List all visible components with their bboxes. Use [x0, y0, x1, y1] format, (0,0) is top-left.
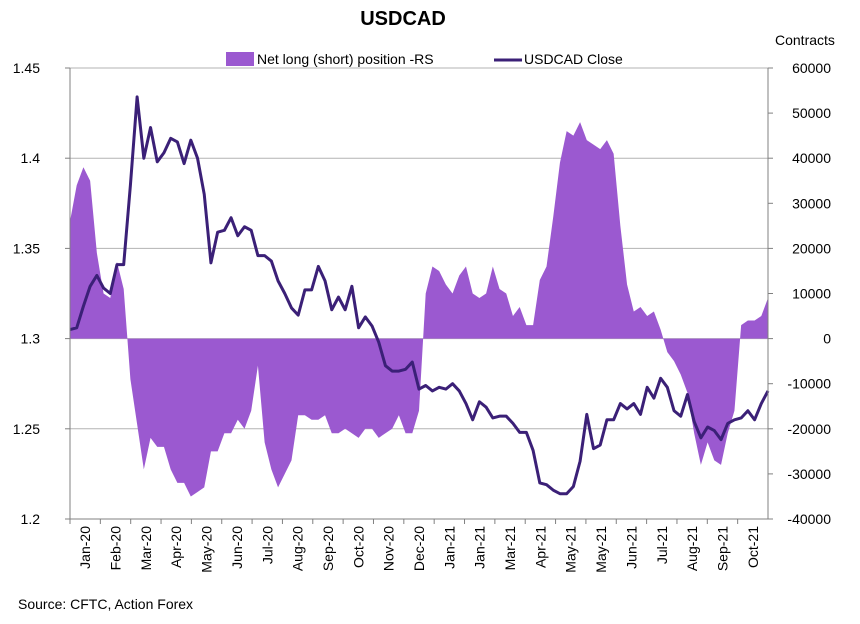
x-tick-label-4: May-20 [199, 526, 215, 573]
x-tick-label-0: Jan-20 [77, 526, 93, 569]
legend: Net long (short) position -RS USDCAD Clo… [226, 51, 623, 67]
right-tick-label-3: -10000 [787, 376, 831, 392]
left-tick-label-2: 1.3 [21, 331, 41, 347]
x-tick-label-17: May-21 [593, 526, 609, 573]
x-tick-label-11: Dec-20 [411, 526, 427, 571]
right-tick-label-8: 40000 [792, 150, 831, 166]
right-tick-label-4: 0 [823, 331, 831, 347]
x-tick-label-1: Feb-20 [108, 526, 124, 571]
right-tick-label-1: -30000 [787, 466, 831, 482]
left-tick-label-4: 1.4 [21, 150, 41, 166]
x-tick-label-3: Apr-20 [168, 526, 184, 568]
x-tick-label-6: Jul-20 [259, 526, 275, 564]
x-tick-label-13: Jan-21 [472, 526, 488, 569]
x-tick-label-20: Aug-21 [684, 526, 700, 571]
x-tick-label-2: Mar-20 [138, 526, 154, 571]
left-tick-label-1: 1.25 [13, 421, 40, 437]
right-tick-label-9: 50000 [792, 105, 831, 121]
left-tick-label-0: 1.2 [21, 511, 41, 527]
legend-area-swatch [226, 52, 254, 66]
right-tick-label-10: 60000 [792, 60, 831, 76]
legend-area-label: Net long (short) position -RS [257, 51, 434, 67]
legend-line-label: USDCAD Close [524, 51, 623, 67]
x-tick-label-19: Jul-21 [654, 526, 670, 564]
net-position-area [70, 122, 768, 497]
x-tick-label-12: Jan-21 [441, 526, 457, 569]
x-axis-ticks: Jan-20 Feb-20 Mar-20 Apr-20 May-20 Jun-20 Jul-… [69, 519, 761, 573]
right-tick-label-6: 20000 [792, 240, 831, 256]
x-tick-label-22: Oct-21 [745, 526, 761, 568]
x-tick-label-9: Oct-20 [350, 526, 366, 568]
source-note: Source: CFTC, Action Forex [18, 596, 194, 612]
x-tick-label-10: Nov-20 [381, 526, 397, 571]
right-tick-label-0: -40000 [787, 511, 831, 527]
left-axis-ticks: 1.2 1.25 1.3 1.35 1.4 1.45 [13, 60, 70, 527]
right-axis-title: Contracts [775, 32, 835, 48]
x-tick-label-16: May-21 [563, 526, 579, 573]
x-tick-label-14: Mar-21 [502, 526, 518, 571]
left-tick-label-5: 1.45 [13, 60, 40, 76]
right-tick-label-5: 10000 [792, 286, 831, 302]
chart-title: USDCAD [360, 8, 446, 30]
x-tick-label-21: Sep-21 [714, 526, 730, 571]
x-tick-label-15: Apr-21 [532, 526, 548, 568]
x-tick-label-18: Jun-21 [623, 526, 639, 569]
usdcad-line-layer [69, 95, 770, 496]
x-tick-label-5: Jun-20 [229, 526, 245, 569]
right-tick-label-7: 30000 [792, 195, 831, 211]
right-axis-ticks: -40000 -30000 -20000 -10000 0 10000 20000 30000… [768, 60, 831, 527]
right-tick-label-2: -20000 [787, 421, 831, 437]
x-tick-label-7: Aug-20 [290, 526, 306, 571]
left-tick-label-3: 1.35 [13, 240, 40, 256]
x-tick-label-8: Sep-20 [320, 526, 336, 571]
net-position-area-layer [70, 122, 768, 497]
usdcad-close-line [69, 95, 770, 496]
